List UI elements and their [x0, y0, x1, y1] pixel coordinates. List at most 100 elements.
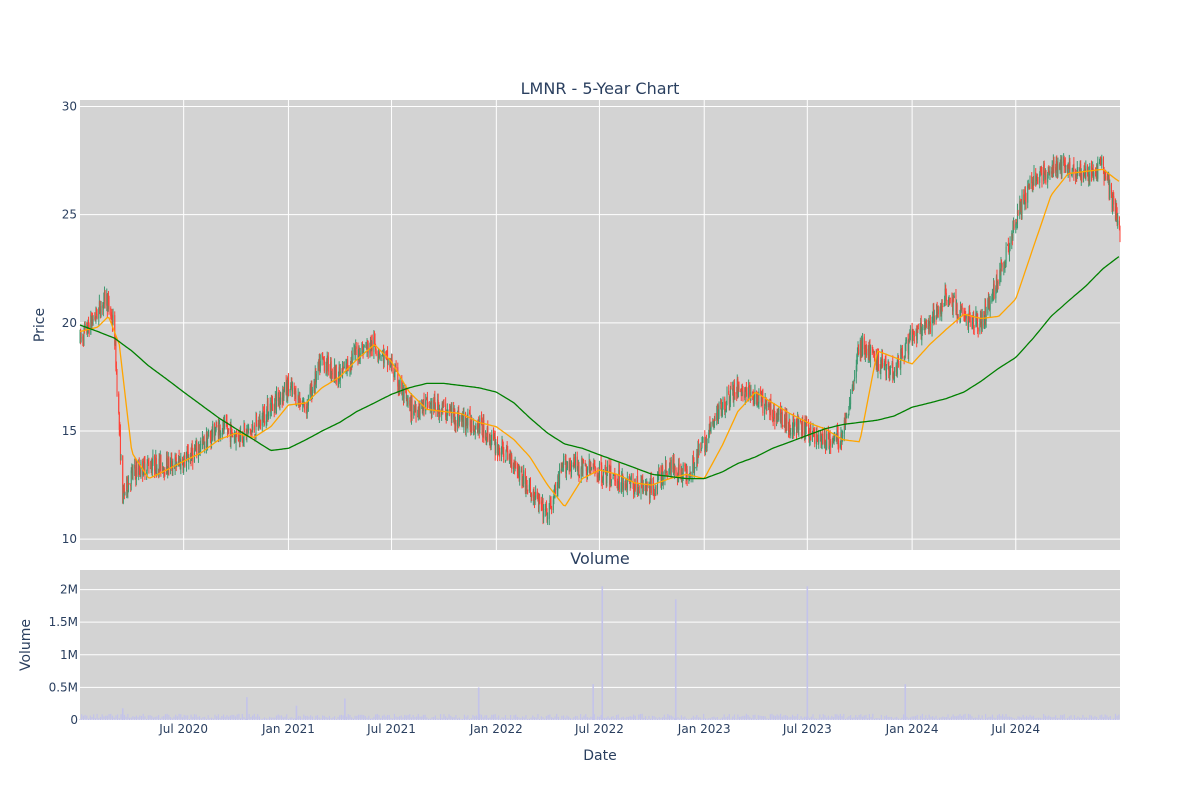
candle-up: [788, 420, 790, 432]
candle-down: [111, 322, 113, 325]
candle-down: [706, 437, 708, 448]
candle-down: [483, 420, 485, 439]
candle-up: [522, 478, 524, 480]
volume-bar: [468, 718, 471, 720]
volume-bar: [798, 718, 800, 720]
candle-up: [702, 439, 704, 443]
candle-down: [863, 336, 865, 350]
candle-down: [478, 423, 480, 426]
candle-down: [1041, 172, 1043, 183]
volume-bar: [703, 713, 705, 720]
volume-bar: [638, 714, 640, 720]
volume-bar: [832, 717, 835, 720]
volume-bar: [978, 714, 980, 720]
volume-bar: [289, 717, 291, 720]
volume-bar: [1053, 717, 1055, 720]
candle-down: [573, 456, 575, 465]
volume-bar: [634, 715, 636, 720]
candle-down: [838, 444, 840, 449]
volume-bar: [79, 719, 81, 720]
volume-bar: [868, 714, 870, 720]
candle-down: [257, 423, 259, 427]
candle-up: [338, 367, 340, 379]
volume-bar: [694, 717, 696, 720]
candle-up: [510, 453, 512, 467]
candle-down: [762, 395, 764, 413]
candle-up: [1005, 246, 1007, 264]
candle-down: [808, 432, 810, 442]
candle-up: [857, 348, 859, 354]
candle-up: [343, 366, 345, 369]
candle-up: [485, 436, 487, 440]
volume-bar: [426, 717, 428, 720]
candle-up: [694, 467, 696, 469]
volume-bar: [685, 718, 688, 720]
candle-down: [406, 398, 408, 404]
candle-up: [773, 408, 775, 419]
volume-bar: [380, 718, 382, 720]
candle-up: [672, 459, 674, 469]
candle-down: [782, 425, 784, 427]
volume-bar: [561, 715, 563, 720]
volume-bar: [938, 717, 941, 720]
candle-up: [1009, 247, 1011, 255]
volume-x-ticks: Jul 2020 Jan 2021 Jul 2021 Jan 2022 Jul 2022…: [158, 722, 1040, 736]
candle-up: [988, 298, 990, 305]
candle-down: [334, 366, 336, 378]
candle-down: [232, 435, 234, 438]
candle-down: [423, 398, 425, 410]
volume-bar: [487, 718, 489, 720]
volume-bar: [993, 717, 995, 720]
volume-bar: [460, 718, 462, 720]
candle-down: [980, 316, 982, 326]
volume-bar: [539, 718, 541, 720]
candle-down: [418, 407, 420, 413]
volume-bar: [149, 715, 151, 720]
volume-bar: [1048, 715, 1050, 720]
volume-bar: [1034, 718, 1036, 720]
candle-down: [562, 466, 564, 468]
volume-bar: [243, 717, 245, 720]
candle-down: [964, 314, 966, 316]
candle-up: [1003, 268, 1005, 270]
volume-bar: [224, 716, 226, 720]
candle-up: [1021, 195, 1023, 214]
volume-bar: [945, 717, 947, 720]
candle-up: [961, 307, 963, 312]
candle-up: [589, 465, 591, 475]
candle-up: [883, 362, 885, 367]
candle-up: [909, 330, 911, 335]
candle-down: [781, 411, 783, 425]
candle-up: [559, 470, 561, 485]
candle-down: [935, 315, 937, 319]
candle-up: [506, 446, 508, 450]
candle-down: [209, 436, 211, 438]
candle-up: [1088, 173, 1090, 181]
volume-bar: [332, 717, 334, 720]
candle-up: [208, 435, 210, 437]
candle-down: [913, 330, 915, 335]
candle-down: [1100, 160, 1102, 164]
candle-down: [644, 486, 646, 489]
volume-bar: [597, 716, 599, 720]
candle-down: [244, 423, 246, 430]
volume-bar: [631, 716, 633, 720]
candle-down: [326, 365, 328, 371]
candle-down: [1055, 167, 1057, 172]
candle-up: [921, 328, 923, 341]
candle-down: [527, 489, 529, 491]
candle-up: [617, 486, 619, 488]
volume-bar: [157, 714, 160, 720]
candle-up: [451, 407, 453, 419]
volume-bar: [687, 718, 689, 720]
candle-down: [239, 432, 241, 442]
candle-down: [134, 465, 136, 473]
candle-down: [585, 464, 587, 472]
volume-bar: [1092, 717, 1094, 720]
candle-up: [402, 388, 404, 390]
candle-down: [760, 390, 762, 394]
candle-up: [939, 309, 941, 316]
candle-up: [553, 495, 555, 499]
volume-bar: [374, 714, 377, 720]
candle-up: [937, 309, 939, 314]
